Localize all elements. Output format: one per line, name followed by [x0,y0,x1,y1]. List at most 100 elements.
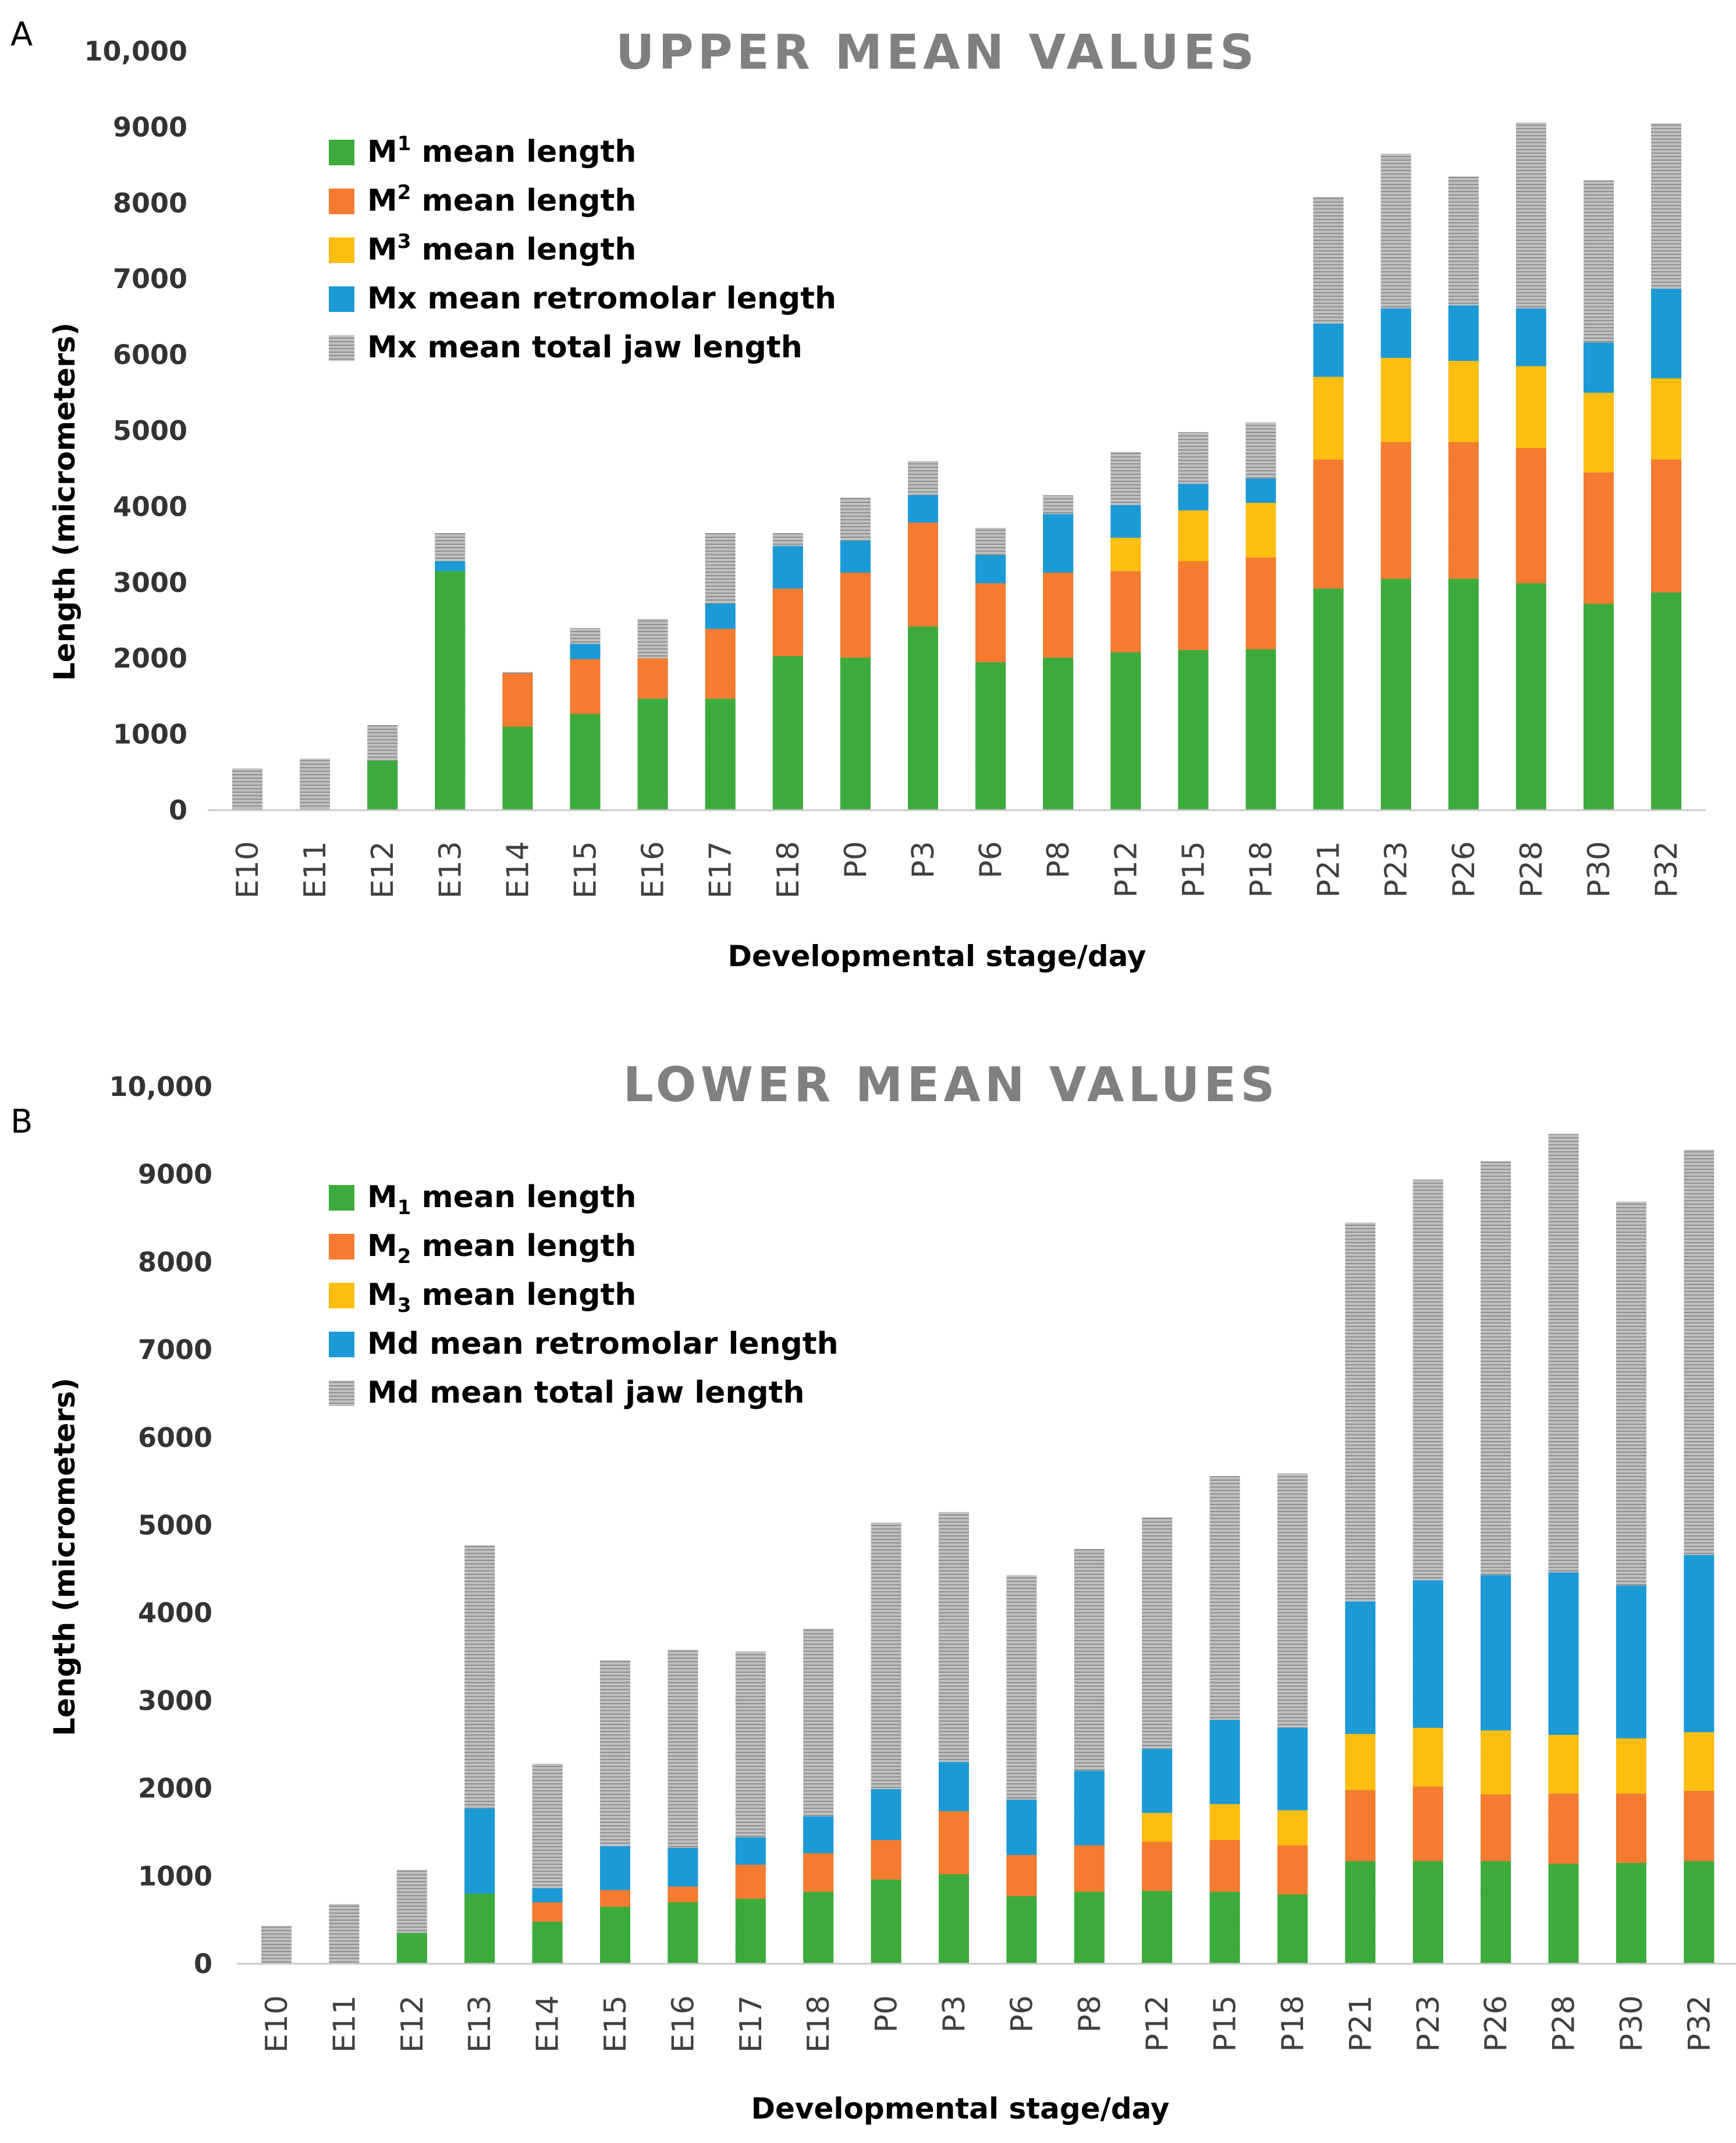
bar-group-e16 [637,619,668,810]
x-tick-label: P26 [1479,1995,1514,2052]
x-tick-label: P3 [937,1995,972,2032]
bar-segment-m3 [1110,537,1141,572]
bar-group-p0 [871,1522,901,1964]
bar-segment-m3 [1209,1804,1240,1840]
bar-group-p26 [1481,1161,1511,1964]
legend-swatch [329,335,354,361]
bar-segment-retromolar [1651,289,1682,379]
bar-group-p3 [908,461,938,810]
panel-letter: B [10,1103,33,1141]
bar-segment-m1 [772,656,803,810]
bar-segment-retromolar [1110,505,1141,538]
bar-segment-m2 [1178,561,1209,650]
bar-group-p28 [1515,122,1546,810]
bar-segment-retromolar [532,1888,563,1903]
legend-swatch [329,1234,354,1259]
x-tick-label: P0 [869,1995,904,2032]
y-tick-label: 1000 [113,719,187,750]
bar-group-p32 [1684,1149,1714,1964]
bar-segment-retromolar [1074,1771,1105,1846]
bar-segment-retromolar [803,1816,834,1854]
bar-group-p8 [1043,495,1074,810]
bar-segment-retromolar [1277,1727,1308,1811]
bar-segment-retromolar [1245,478,1276,503]
x-tick-label: E16 [666,1995,701,2053]
x-tick-label: P6 [974,841,1009,878]
x-tick-label: P18 [1276,1995,1311,2052]
legend-label: M3 mean length [367,230,636,267]
bar-segment-m3 [1651,378,1682,460]
chart-title: LOWER MEAN VALUES [623,1058,1279,1113]
x-axis-label: Developmental stage/day [751,2092,1170,2126]
y-tick-label: 3000 [138,1685,212,1716]
y-axis-ticks: 0 1000 2000 3000 4000 5000 6000 7000 8000 9000 10,… [109,1071,212,1979]
bar-segment-m2 [600,1890,630,1907]
x-tick-label: E14 [531,1995,566,2053]
bar-segment-retromolar [668,1848,698,1887]
bar-segment-m1 [464,1893,495,1964]
bar-segment-m3 [1481,1730,1511,1795]
bar-segment-retromolar [1006,1800,1037,1855]
legend-label-rest: mean length [411,232,636,267]
legend-label-rest: mean length [411,183,636,218]
bar-segment-m2 [1380,442,1411,579]
bar-segment-m2 [1209,1840,1240,1892]
bar-segment-m2 [1684,1791,1714,1861]
bar-segment-m3 [1345,1734,1376,1790]
bar-group-e17 [735,1651,766,1964]
bar-segment-m1 [939,1874,969,1964]
bar-segment-m2 [637,658,668,699]
bar-segment-m3 [1684,1732,1714,1791]
bar-segment-retromolar [1380,308,1411,358]
legend-label-superscript: 3 [397,230,411,253]
stacked-bars [232,122,1682,811]
bar-group-p21 [1345,1222,1376,1964]
legend-label: M1 mean length [367,132,636,169]
x-tick-label: P0 [839,841,874,878]
bar-group-e13 [435,533,466,810]
legend-swatch [329,1381,354,1406]
bar-segment-retromolar [840,541,871,573]
bar-segment-retromolar [908,495,938,523]
y-tick-label: 6000 [113,339,187,371]
x-tick-label: E18 [771,841,806,899]
legend-label-base: M [367,183,397,218]
bar-segment-m2 [1110,571,1141,652]
x-tick-label: P12 [1109,841,1144,898]
bar-group-p26 [1448,176,1479,810]
bar-group-e10 [261,1926,292,1964]
legend-item-m3: M3 mean length [329,1278,636,1317]
y-tick-label: 8000 [138,1246,212,1278]
bar-segment-m1 [1380,579,1411,810]
legend-label-rest: mean length [411,1180,636,1215]
x-tick-label: P21 [1343,1995,1378,2052]
x-tick-label: E18 [801,1995,836,2053]
legend-label-base: M [367,1180,397,1215]
bar-group-e12 [396,1869,427,1964]
bar-segment-m2 [975,583,1006,662]
x-tick-label: E17 [734,1995,769,2053]
bar-group-p30 [1616,1201,1646,1964]
y-tick-label: 2000 [138,1773,212,1804]
bar-group-p12 [1110,452,1141,810]
x-tick-label: E14 [500,841,535,899]
x-tick-label: E13 [433,841,468,899]
bar-segment-m3 [1448,361,1479,442]
bar-group-p28 [1548,1134,1579,1964]
bar-segment-retromolar [1515,308,1546,367]
legend-label-base: M [367,1229,397,1264]
x-tick-label: P18 [1244,841,1279,898]
bar-segment-m1 [735,1899,766,1964]
bar-segment-m1 [840,657,871,810]
bar-segment-retromolar [570,644,601,659]
upper-mean-values-chart: A UPPER MEAN VALUES Length (micrometers)… [10,16,1706,973]
legend-label-base: M [367,232,397,267]
bar-segment-m2 [1548,1793,1579,1864]
bar-group-p12 [1142,1517,1173,1964]
bar-segment-m2 [1006,1855,1037,1896]
x-tick-label: P8 [1041,841,1076,878]
bar-segment-m1 [1481,1861,1511,1964]
legend-swatch [329,189,354,214]
bar-segment-m1 [1584,604,1614,810]
x-tick-label: P21 [1312,841,1347,898]
